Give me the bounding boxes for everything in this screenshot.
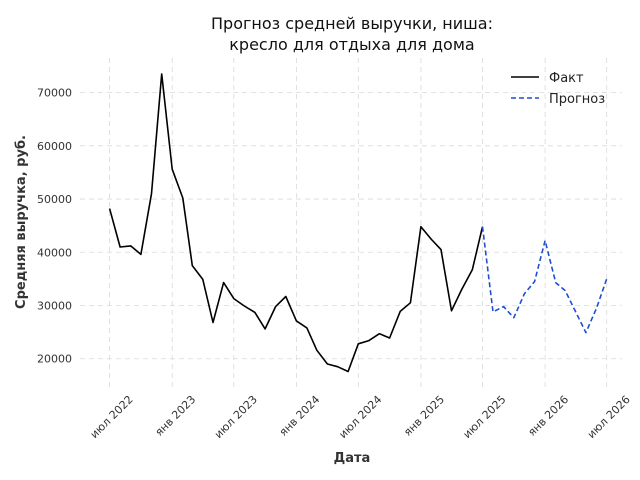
x-tick-label: янв 2024 [277,393,323,439]
y-tick-label: 60000 [37,140,72,153]
x-tick-label: июл 2022 [88,393,136,441]
x-tick-labels: июл 2022 янв 2023 июл 2023 янв 2024 июл 2024… [88,393,633,441]
legend: Факт Прогноз [511,71,605,107]
x-tick-label: янв 2026 [525,393,571,439]
x-tick-label: янв 2025 [401,393,447,439]
grid-lines [80,58,622,388]
x-tick-label: июл 2024 [336,393,384,441]
x-tick-label: июл 2026 [585,393,633,441]
y-tick-label: 30000 [37,300,72,313]
y-axis-label: Средняя выручка, руб. [14,135,29,309]
y-tick-label: 20000 [37,353,72,366]
legend-label-fact: Факт [549,71,584,86]
y-tick-label: 70000 [37,87,72,100]
series-line-forecast [481,226,608,334]
y-tick-label: 50000 [37,193,72,206]
y-tick-label: 40000 [37,246,72,259]
chart-title-line-2: кресло для отдыха для дома [229,35,474,54]
x-tick-label: июл 2025 [461,393,509,441]
chart-title-line-1: Прогноз средней выручки, ниша: [211,14,493,33]
series-line-fact [108,73,484,373]
series-lines [108,73,608,373]
legend-label-forecast: Прогноз [549,92,605,107]
x-tick-label: июл 2023 [212,393,260,441]
y-tick-labels: 20000 30000 40000 50000 60000 70000 [37,87,72,366]
x-axis-label: Дата [334,451,371,466]
x-tick-label: янв 2023 [153,393,199,439]
